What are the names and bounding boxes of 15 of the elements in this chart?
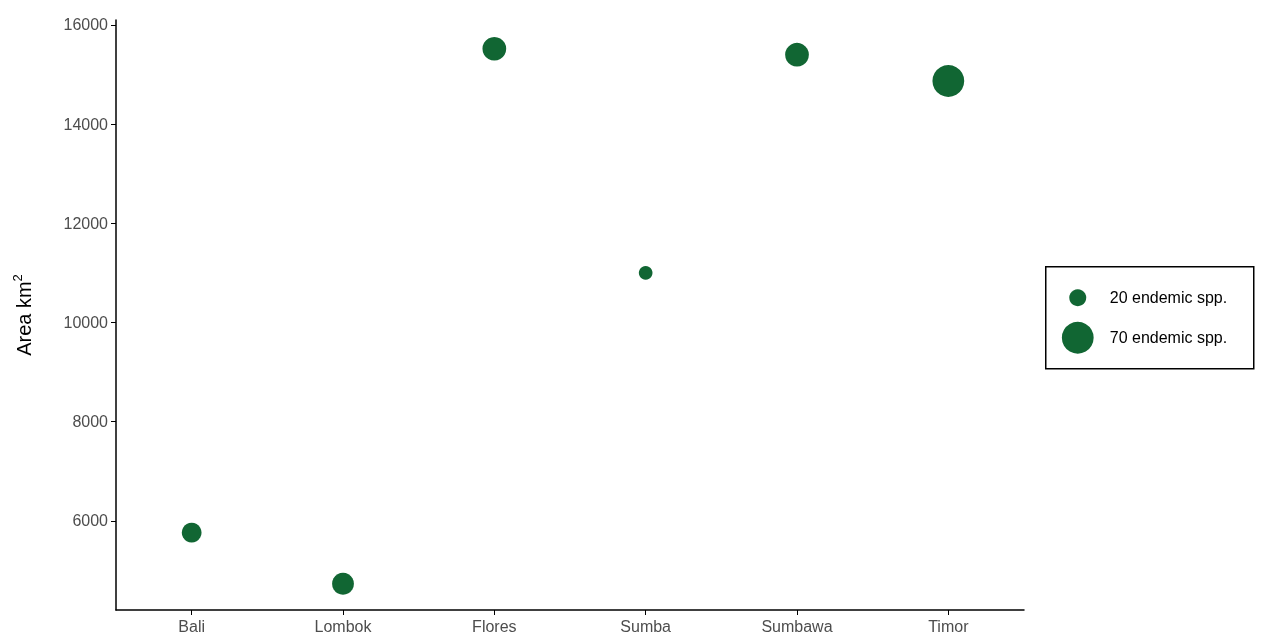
y-tick-label: 8000 <box>72 413 109 431</box>
x-tick-label: Lombok <box>314 617 373 635</box>
y-tick-label: 12000 <box>63 214 109 232</box>
legend-label: 70 endemic spp. <box>1109 329 1228 347</box>
y-axis-title: Area km2 <box>10 274 35 356</box>
y-tick-label: 10000 <box>63 313 109 331</box>
x-tick-label: Flores <box>472 617 517 635</box>
x-tick-label: Sumbawa <box>761 617 833 635</box>
y-tick-label: 6000 <box>72 512 109 530</box>
legend-label: 20 endemic spp. <box>1109 289 1228 307</box>
x-tick-label: Sumba <box>620 617 672 635</box>
x-tick-label: Timor <box>928 617 970 635</box>
y-tick-label: 14000 <box>63 115 109 133</box>
y-tick-label: 16000 <box>63 16 109 34</box>
x-tick-label: Bali <box>178 617 206 635</box>
